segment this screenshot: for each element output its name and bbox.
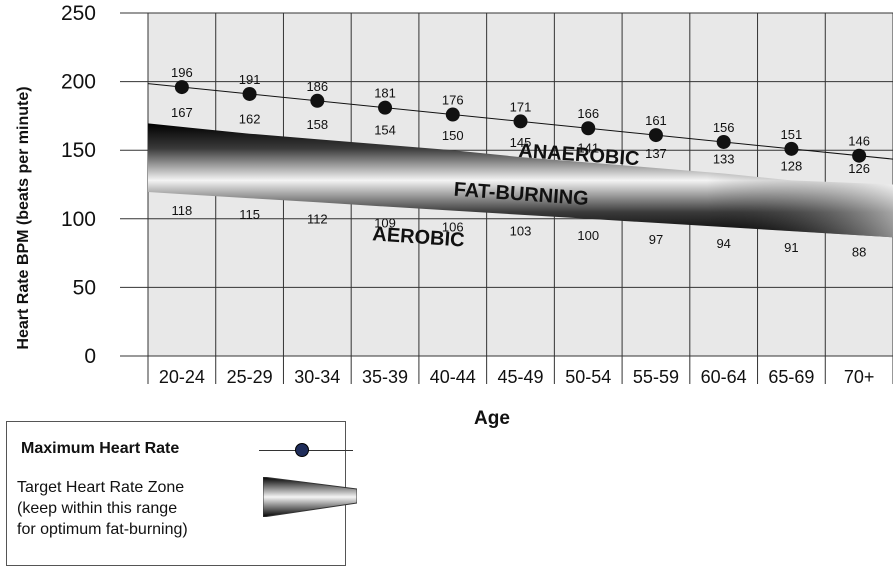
y-axis-title: Heart Rate BPM (beats per minute)	[15, 86, 32, 349]
lower-zone-value-label: 109	[374, 215, 396, 230]
upper-zone-value-label: 150	[442, 128, 464, 143]
upper-zone-value-label: 137	[645, 146, 667, 161]
max-heart-rate-point	[581, 121, 596, 136]
lower-zone-value-label: 91	[784, 240, 798, 255]
x-tick-label: 20-24	[159, 367, 205, 387]
x-tick-label: 70+	[844, 367, 875, 387]
max-value-label: 161	[645, 113, 667, 128]
lower-zone-value-label: 97	[649, 232, 663, 247]
x-tick-label: 25-29	[227, 367, 273, 387]
x-tick-label: 45-49	[497, 367, 543, 387]
max-value-label: 146	[848, 134, 870, 149]
y-tick-label: 100	[61, 208, 96, 231]
max-heart-rate-point	[513, 114, 528, 129]
max-heart-rate-series	[147, 80, 893, 163]
max-heart-rate-point	[310, 93, 325, 108]
y-tick-label: 250	[61, 2, 96, 25]
lower-zone-value-label: 88	[852, 244, 866, 259]
lower-zone-value-label: 94	[716, 236, 730, 251]
upper-zone-value-label: 162	[239, 112, 261, 127]
x-tick-label: 50-54	[565, 367, 611, 387]
y-tick-label: 50	[73, 276, 96, 299]
x-tick-label: 35-39	[362, 367, 408, 387]
max-value-label: 191	[239, 72, 261, 87]
max-value-label: 171	[510, 99, 532, 114]
lower-zone-value-label: 115	[239, 207, 260, 222]
max-value-label: 176	[442, 93, 464, 108]
legend: Maximum Heart Rate Target Heart Rate Zon…	[6, 421, 357, 566]
upper-zone-value-label: 167	[171, 105, 193, 120]
x-tick-label: 40-44	[430, 367, 476, 387]
upper-zone-value-label: 126	[848, 161, 870, 176]
max-value-label: 181	[374, 86, 396, 101]
lower-zone-value-label: 106	[442, 220, 464, 235]
upper-zone-value-label: 145	[510, 135, 532, 150]
x-tick-label: 55-59	[633, 367, 679, 387]
max-value-label: 196	[171, 65, 193, 80]
max-heart-rate-point	[174, 80, 189, 95]
lower-zone-value-label: 118	[171, 203, 192, 218]
x-tick-label: 60-64	[701, 367, 747, 387]
lower-zone-value-label: 103	[510, 224, 532, 239]
axes: 0 50 100 150 200 250 20-24 25-29 30-34 35-39 40-44…	[15, 2, 874, 429]
legend-band-icon	[263, 477, 357, 517]
max-value-label: 166	[577, 106, 599, 121]
y-tick-label: 0	[84, 345, 96, 368]
y-tick-label: 150	[61, 139, 96, 162]
upper-zone-value-label: 158	[306, 117, 328, 132]
x-tick-label: 65-69	[768, 367, 814, 387]
max-heart-rate-point	[716, 134, 731, 149]
upper-zone-value-label: 141	[577, 141, 599, 156]
lower-zone-value-label: 112	[307, 211, 328, 226]
max-heart-rate-point	[242, 86, 257, 101]
x-tick-label: 30-34	[294, 367, 340, 387]
legend-max-label: Maximum Heart Rate	[21, 440, 180, 457]
max-heart-rate-point	[445, 107, 460, 122]
legend-dot-icon	[295, 443, 309, 457]
legend-zone-label: Target Heart Rate Zone (keep within this…	[17, 479, 188, 538]
upper-zone-value-label: 128	[781, 158, 803, 173]
max-heart-rate-point	[784, 141, 799, 156]
x-axis-title: Age	[474, 408, 510, 429]
y-tick-label: 200	[61, 71, 96, 94]
max-value-label: 156	[713, 120, 735, 135]
max-heart-rate-point	[852, 148, 867, 163]
max-heart-rate-point	[378, 100, 393, 115]
upper-zone-value-label: 133	[713, 152, 735, 167]
max-value-label: 151	[781, 127, 803, 142]
max-value-label: 186	[306, 79, 328, 94]
target-zone-band	[148, 123, 893, 238]
lower-zone-value-label: 100	[577, 228, 599, 243]
target-zone-highlight	[148, 123, 893, 238]
max-heart-rate-point	[648, 128, 663, 143]
upper-zone-value-label: 154	[374, 123, 396, 138]
